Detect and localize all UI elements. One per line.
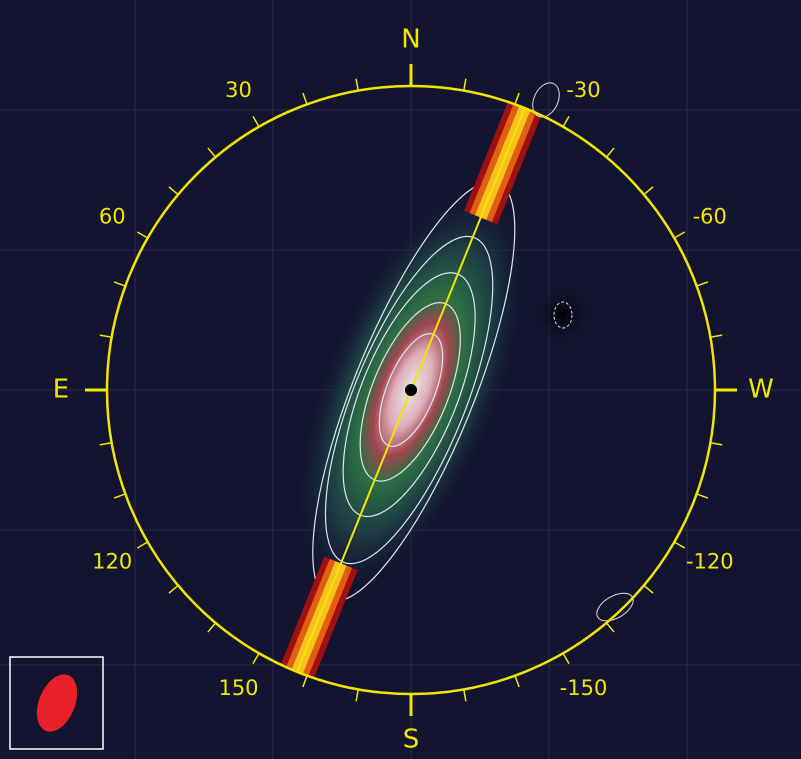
beam-box: [9, 656, 104, 750]
compass-tick: [463, 78, 467, 91]
compass-tick: [113, 281, 126, 287]
compass-tick: [605, 622, 615, 633]
dark-spot: [533, 285, 593, 345]
compass-tick: [99, 334, 112, 338]
cardinal-label: N: [401, 25, 420, 55]
compass-tick: [643, 584, 654, 594]
compass-tick: [673, 541, 686, 549]
compass-tick: [355, 78, 359, 91]
angle-label: -30: [566, 78, 600, 102]
compass-tick: [463, 689, 467, 702]
compass-tick: [710, 442, 723, 446]
angle-label: 30: [225, 78, 252, 102]
compass-tick: [710, 334, 723, 338]
cardinal-label: W: [748, 375, 774, 405]
angle-label: 120: [92, 550, 132, 574]
compass-tick: [605, 147, 615, 158]
compass-tick: [673, 231, 686, 239]
center-marker: [405, 384, 417, 396]
compass-tick: [696, 493, 709, 499]
angle-label: -150: [560, 676, 608, 700]
compass-tick: [562, 652, 570, 665]
compass-tick: [643, 186, 654, 196]
beam: [36, 674, 78, 732]
angle-label: -60: [693, 205, 727, 229]
compass-tick: [207, 147, 217, 158]
compass-tick: [168, 186, 179, 196]
compass-tick: [113, 493, 126, 499]
contour: [553, 301, 573, 329]
compass-tick: [207, 622, 217, 633]
angle-label: -120: [686, 550, 734, 574]
angle-label: 150: [218, 676, 258, 700]
cardinal-label: E: [53, 375, 69, 405]
compass-tick: [136, 541, 149, 549]
compass-tick: [99, 442, 112, 446]
cardinal-label: S: [403, 725, 420, 755]
contour: [532, 82, 560, 118]
compass-tick: [514, 92, 520, 105]
angle-label: 60: [99, 205, 126, 229]
compass-tick: [355, 689, 359, 702]
compass-tick: [302, 92, 308, 105]
compass-tick: [168, 584, 179, 594]
compass-tick: [252, 652, 260, 665]
compass-ticks: [85, 64, 737, 716]
compass-tick: [302, 675, 308, 688]
compass-tick: [136, 231, 149, 239]
compass-tick: [696, 281, 709, 287]
compass-tick: [252, 115, 260, 128]
compass-tick: [562, 115, 570, 128]
compass-tick: [514, 675, 520, 688]
